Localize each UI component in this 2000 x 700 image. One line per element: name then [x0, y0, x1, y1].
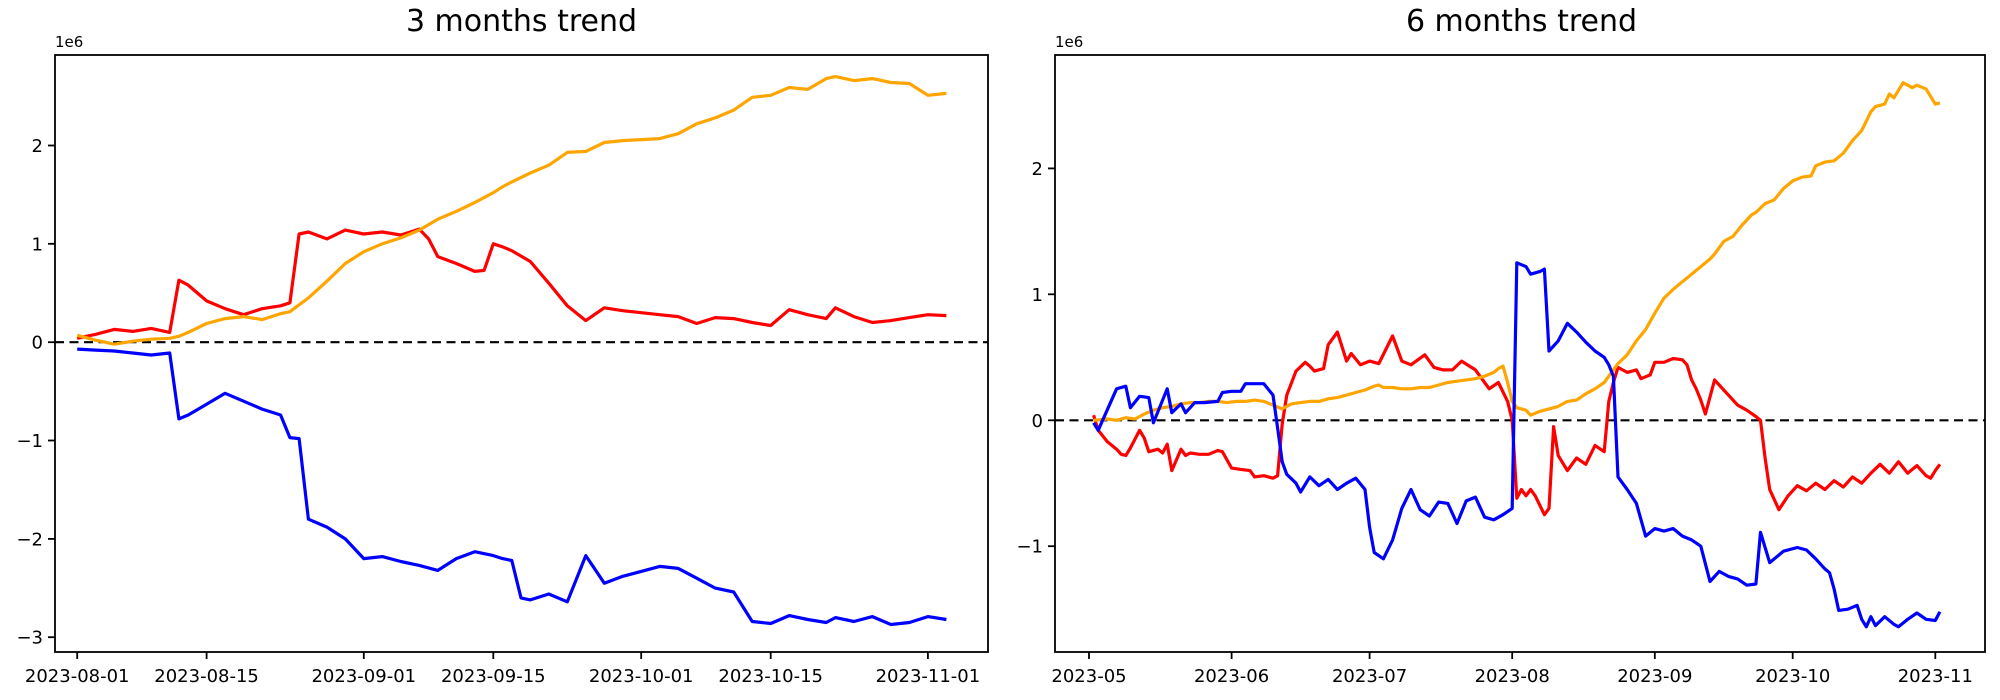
plot-border [1054, 54, 1986, 653]
series-orange-line [1093, 81, 1941, 422]
x-tick-label: 2023-06 [1194, 666, 1269, 687]
y-tick-label: 0 [32, 333, 43, 354]
chart-title: 3 months trend [405, 4, 638, 39]
x-tick-label: 2023-11-01 [876, 666, 981, 687]
x-tick-label: 2023-10 [1755, 666, 1830, 687]
series-red-line [76, 227, 947, 340]
y-tick-label: −3 [16, 628, 43, 649]
x-tick-label: 2023-11 [1898, 666, 1973, 687]
y-axis-offset-label: 1e6 [55, 33, 84, 51]
plot-border [54, 54, 989, 653]
series-blue-line [77, 347, 947, 627]
plot-area-6-months: 2 1 0 −1 2023-05 2023-06 2023-07 2023-08 2023-09… [1016, 54, 1986, 687]
x-tick-label: 2023-08 [1475, 666, 1550, 687]
series-blue-line [1092, 261, 1942, 629]
x-tick-label: 2023-09-01 [311, 666, 416, 687]
x-tick-label: 2023-07 [1332, 666, 1407, 687]
y-axis-offset-label: 1e6 [1055, 33, 1084, 51]
chart-6-months-trend: 6 months trend 1e6 2 1 0 −1 2023-05 2023-06 20… [1000, 0, 2000, 700]
x-tick-label: 2023-08-15 [154, 666, 259, 687]
y-tick-label: −1 [16, 431, 43, 452]
y-tick-label: −2 [16, 529, 43, 550]
y-tick-label: 1 [1032, 285, 1043, 306]
y-tick-label: 0 [1032, 411, 1043, 432]
plot-area-3-months: 2 1 0 −1 −2 −3 2023-08-01 2023-08-15 2023-09-01 2… [16, 54, 989, 687]
chart-3-months-trend: 3 months trend 1e6 2 1 0 −1 −2 −3 2023-08-01 20… [16, 4, 989, 687]
x-tick-label: 2023-10-15 [718, 666, 823, 687]
chart-title: 6 months trend [1405, 4, 1638, 39]
y-tick-label: −1 [1016, 537, 1043, 558]
series-orange-line [76, 74, 947, 346]
series-red-line [1092, 330, 1942, 517]
x-tick-label: 2023-08-01 [25, 666, 130, 687]
x-tick-label: 2023-09-15 [441, 666, 546, 687]
y-tick-label: 1 [32, 234, 43, 255]
x-tick-label: 2023-05 [1051, 666, 1126, 687]
x-tick-label: 2023-09 [1617, 666, 1692, 687]
y-tick-label: 2 [32, 136, 43, 157]
y-tick-label: 2 [1032, 159, 1043, 180]
x-tick-label: 2023-10-01 [589, 666, 694, 687]
